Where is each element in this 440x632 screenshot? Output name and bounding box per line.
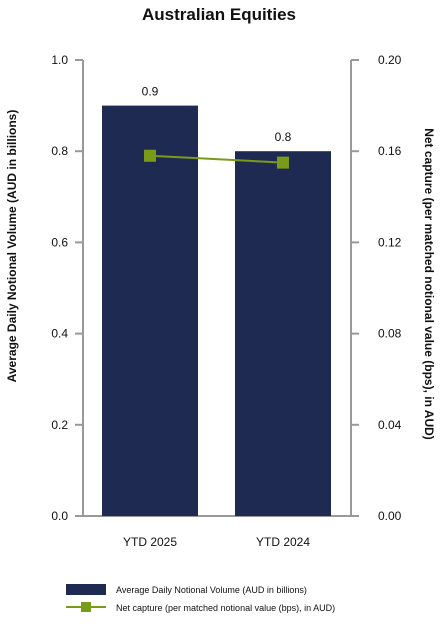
- legend-bar-swatch: [66, 584, 106, 595]
- chart-title: Australian Equities: [142, 5, 296, 24]
- x-category-label: YTD 2025: [123, 535, 177, 549]
- net-capture-line: [149, 154, 284, 164]
- left-tick-label: 0.8: [51, 144, 68, 158]
- left-axis-ticks: 0.0 0.2 0.4 0.6 0.8 1.0: [51, 53, 83, 523]
- right-axis-ticks: 0.00 0.04 0.08 0.12 0.16 0.20: [351, 53, 402, 523]
- net-capture-marker: [144, 149, 156, 162]
- bar-data-label: 0.8: [275, 130, 292, 144]
- legend-bar-label: Average Daily Notional Volume (AUD in bi…: [116, 585, 307, 595]
- bar-data-label: 0.9: [142, 85, 159, 99]
- left-tick-label: 0.4: [51, 327, 68, 341]
- bar: [235, 151, 331, 516]
- right-tick-label: 0.00: [378, 509, 402, 523]
- legend: Average Daily Notional Volume (AUD in bi…: [66, 584, 335, 613]
- left-tick-label: 0.0: [51, 509, 68, 523]
- right-axis-label: Net capture (per matched notional value …: [422, 128, 436, 440]
- right-tick-label: 0.04: [378, 418, 402, 432]
- left-tick-label: 0.2: [51, 418, 68, 432]
- legend-line-label: Net capture (per matched notional value …: [116, 603, 335, 613]
- left-tick-label: 0.6: [51, 235, 68, 249]
- right-tick-label: 0.16: [378, 144, 402, 158]
- x-category-label: YTD 2024: [256, 535, 310, 549]
- right-tick-label: 0.20: [378, 53, 402, 67]
- right-tick-label: 0.12: [378, 235, 402, 249]
- left-tick-label: 1.0: [51, 53, 68, 67]
- net-capture-marker: [277, 156, 289, 169]
- x-axis-categories: YTD 2025 YTD 2024: [123, 535, 310, 549]
- bar-series: 0.9 0.8: [102, 85, 331, 516]
- legend-line-marker: [81, 602, 91, 612]
- bar: [102, 105, 198, 516]
- left-axis-label: Average Daily Notional Volume (AUD in bi…: [5, 110, 19, 383]
- line-series: [144, 149, 289, 169]
- right-tick-label: 0.08: [378, 327, 402, 341]
